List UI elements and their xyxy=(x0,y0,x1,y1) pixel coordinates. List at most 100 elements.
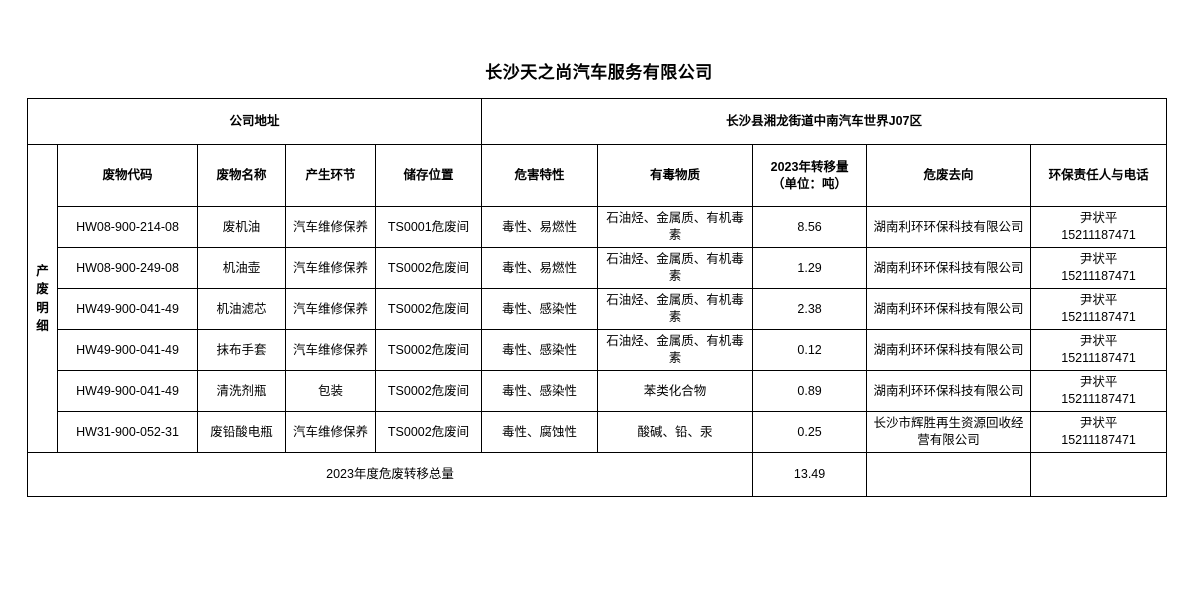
cell-waste-code: HW31-900-052-31 xyxy=(57,411,198,453)
company-address-value: 长沙县湘龙街道中南汽车世界J07区 xyxy=(481,98,1168,145)
responsible-person-phone: 15211187471 xyxy=(1061,392,1136,406)
cell-storage-location: TS0001危废间 xyxy=(374,206,483,248)
section-label-char-3: 明 xyxy=(36,300,49,315)
cell-responsible-person: 尹状平 15211187471 xyxy=(1030,206,1168,248)
cell-waste-name: 废机油 xyxy=(197,206,286,248)
cell-waste-name: 抹布手套 xyxy=(197,329,286,371)
table-row: HW08-900-249-08 机油壶 汽车维修保养 TS0002危废间 毒性、… xyxy=(28,247,1168,289)
responsible-person-phone: 15211187471 xyxy=(1061,433,1136,447)
cell-waste-name: 机油壶 xyxy=(197,247,286,289)
responsible-person-name: 尹状平 xyxy=(1079,252,1118,267)
total-row: 2023年度危废转移总量 13.49 xyxy=(26,452,1168,497)
cell-responsible-person: 尹状平 15211187471 xyxy=(1030,370,1168,412)
address-row: 公司地址 长沙县湘龙街道中南汽车世界J07区 xyxy=(26,98,1168,145)
column-header-transfer-amount: 2023年转移量 （单位：吨） xyxy=(752,144,868,207)
table-row: HW08-900-214-08 废机油 汽车维修保养 TS0001危废间 毒性、… xyxy=(28,206,1168,248)
section-label-vertical: 产 废 明 细 xyxy=(27,144,58,453)
column-header-generation-stage: 产生环节 xyxy=(285,144,376,207)
cell-waste-code: HW49-900-041-49 xyxy=(57,288,198,330)
cell-waste-name: 清洗剂瓶 xyxy=(197,370,286,412)
cell-toxic-substances: 石油烃、金属质、有机毒素 xyxy=(597,329,754,371)
cell-responsible-person: 尹状平 15211187471 xyxy=(1030,288,1168,330)
cell-waste-name: 废铅酸电瓶 xyxy=(197,411,286,453)
responsible-person-name: 尹状平 xyxy=(1079,375,1118,390)
cell-waste-code: HW49-900-041-49 xyxy=(57,329,198,371)
cell-toxic-substances: 石油烃、金属质、有机毒素 xyxy=(597,288,754,330)
section-label-char-1: 产 xyxy=(36,264,49,279)
cell-hazard-characteristics: 毒性、易燃性 xyxy=(481,206,599,248)
cell-transfer-amount: 0.25 xyxy=(752,411,868,453)
cell-hazard-characteristics: 毒性、腐蚀性 xyxy=(481,411,599,453)
cell-responsible-person: 尹状平 15211187471 xyxy=(1030,247,1168,289)
cell-waste-code: HW08-900-214-08 xyxy=(57,206,198,248)
cell-toxic-substances: 石油烃、金属质、有机毒素 xyxy=(597,247,754,289)
table-row: HW49-900-041-49 抹布手套 汽车维修保养 TS0002危废间 毒性… xyxy=(28,329,1168,371)
cell-destination: 长沙市辉胜再生资源回收经营有限公司 xyxy=(866,411,1032,453)
total-amount: 13.49 xyxy=(752,452,868,497)
cell-destination: 湖南利环环保科技有限公司 xyxy=(866,329,1032,371)
responsible-person-phone: 15211187471 xyxy=(1061,310,1136,324)
cell-storage-location: TS0002危废间 xyxy=(374,411,483,453)
cell-storage-location: TS0002危废间 xyxy=(374,247,483,289)
cell-generation-stage: 包装 xyxy=(285,370,376,412)
cell-storage-location: TS0002危废间 xyxy=(374,329,483,371)
cell-destination: 湖南利环环保科技有限公司 xyxy=(866,206,1032,248)
cell-generation-stage: 汽车维修保养 xyxy=(285,329,376,371)
column-header-hazard-characteristics: 危害特性 xyxy=(481,144,599,207)
cell-toxic-substances: 石油烃、金属质、有机毒素 xyxy=(597,206,754,248)
transfer-amount-line-1: 2023年转移量 xyxy=(770,159,849,174)
responsible-person-name: 尹状平 xyxy=(1079,293,1118,308)
page-title: 长沙天之尚汽车服务有限公司 xyxy=(485,63,713,82)
cell-destination: 湖南利环环保科技有限公司 xyxy=(866,247,1032,289)
total-destination-empty xyxy=(866,452,1032,497)
cell-storage-location: TS0002危废间 xyxy=(374,288,483,330)
column-header-waste-code: 废物代码 xyxy=(57,144,198,207)
table-row: HW49-900-041-49 清洗剂瓶 包装 TS0002危废间 毒性、感染性… xyxy=(28,370,1168,412)
responsible-person-phone: 15211187471 xyxy=(1061,228,1136,242)
hazardous-waste-table: 公司地址 长沙县湘龙街道中南汽车世界J07区 产 废 明 细 废物代码 废物名称… xyxy=(26,98,1168,497)
section-label-char-4: 细 xyxy=(36,318,49,333)
column-header-storage-location: 储存位置 xyxy=(374,144,483,207)
cell-transfer-amount: 2.38 xyxy=(752,288,868,330)
cell-storage-location: TS0002危废间 xyxy=(374,370,483,412)
cell-transfer-amount: 8.56 xyxy=(752,206,868,248)
cell-waste-code: HW49-900-041-49 xyxy=(57,370,198,412)
cell-toxic-substances: 酸碱、铅、汞 xyxy=(597,411,754,453)
cell-destination: 湖南利环环保科技有限公司 xyxy=(866,288,1032,330)
cell-generation-stage: 汽车维修保养 xyxy=(285,288,376,330)
cell-generation-stage: 汽车维修保养 xyxy=(285,247,376,289)
responsible-person-phone: 15211187471 xyxy=(1061,351,1136,365)
column-header-row: 产 废 明 细 废物代码 废物名称 产生环节 储存位置 危害特性 有毒物质 20… xyxy=(27,144,1168,453)
column-header-toxic-substances: 有毒物质 xyxy=(597,144,754,207)
column-header-responsible-person: 环保责任人与电话 xyxy=(1030,144,1168,207)
cell-generation-stage: 汽车维修保养 xyxy=(285,411,376,453)
cell-waste-code: HW08-900-249-08 xyxy=(57,247,198,289)
column-header-waste-name: 废物名称 xyxy=(197,144,286,207)
cell-destination: 湖南利环环保科技有限公司 xyxy=(866,370,1032,412)
total-label: 2023年度危废转移总量 xyxy=(26,452,754,497)
cell-hazard-characteristics: 毒性、感染性 xyxy=(481,329,599,371)
responsible-person-name: 尹状平 xyxy=(1079,416,1118,431)
cell-toxic-substances: 苯类化合物 xyxy=(597,370,754,412)
responsible-person-name: 尹状平 xyxy=(1079,211,1118,226)
cell-transfer-amount: 0.89 xyxy=(752,370,868,412)
company-address-label: 公司地址 xyxy=(26,98,483,145)
table-row: HW49-900-041-49 机油滤芯 汽车维修保养 TS0002危废间 毒性… xyxy=(28,288,1168,330)
column-header-destination: 危废去向 xyxy=(866,144,1032,207)
table-row: HW31-900-052-31 废铅酸电瓶 汽车维修保养 TS0002危废间 毒… xyxy=(28,411,1168,453)
cell-hazard-characteristics: 毒性、感染性 xyxy=(481,288,599,330)
cell-hazard-characteristics: 毒性、感染性 xyxy=(481,370,599,412)
total-responsible-empty xyxy=(1030,452,1168,497)
cell-generation-stage: 汽车维修保养 xyxy=(285,206,376,248)
cell-responsible-person: 尹状平 15211187471 xyxy=(1030,329,1168,371)
cell-transfer-amount: 1.29 xyxy=(752,247,868,289)
cell-transfer-amount: 0.12 xyxy=(752,329,868,371)
responsible-person-phone: 15211187471 xyxy=(1061,269,1136,283)
cell-waste-name: 机油滤芯 xyxy=(197,288,286,330)
section-label-char-2: 废 xyxy=(36,282,49,297)
cell-responsible-person: 尹状平 15211187471 xyxy=(1030,411,1168,453)
transfer-amount-line-2: （单位：吨） xyxy=(772,176,848,191)
cell-hazard-characteristics: 毒性、易燃性 xyxy=(481,247,599,289)
responsible-person-name: 尹状平 xyxy=(1079,334,1118,349)
